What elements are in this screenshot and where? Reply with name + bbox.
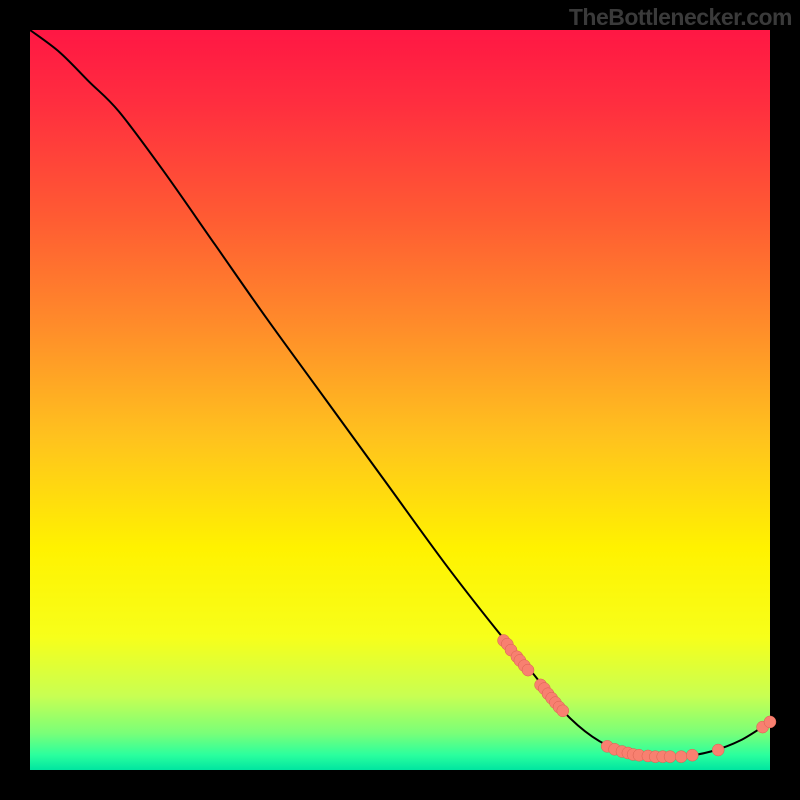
scatter-point — [712, 744, 724, 756]
scatter-point — [686, 749, 698, 761]
scatter-point — [675, 751, 687, 763]
scatter-point — [557, 705, 569, 717]
chart-container: TheBottlenecker.com — [0, 0, 800, 800]
scatter-point — [664, 751, 676, 763]
attribution-text: TheBottlenecker.com — [569, 4, 792, 31]
chart-svg — [0, 0, 800, 800]
scatter-point — [764, 716, 776, 728]
scatter-point — [522, 664, 534, 676]
